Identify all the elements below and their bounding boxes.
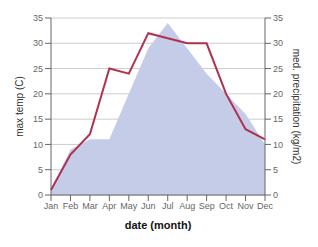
svg-text:Jul: Jul xyxy=(162,201,174,211)
svg-text:10: 10 xyxy=(273,140,283,150)
svg-text:20: 20 xyxy=(33,89,43,99)
svg-text:Jan: Jan xyxy=(44,201,59,211)
svg-text:Nov: Nov xyxy=(238,201,255,211)
svg-text:35: 35 xyxy=(273,13,283,23)
svg-text:Mar: Mar xyxy=(82,201,98,211)
svg-text:Apr: Apr xyxy=(102,201,116,211)
svg-text:Jun: Jun xyxy=(141,201,156,211)
svg-text:max temp (C): max temp (C) xyxy=(14,76,25,137)
svg-text:Sep: Sep xyxy=(199,201,215,211)
svg-text:5: 5 xyxy=(38,165,43,175)
svg-text:35: 35 xyxy=(33,13,43,23)
svg-text:20: 20 xyxy=(273,89,283,99)
svg-text:25: 25 xyxy=(33,64,43,74)
svg-text:Feb: Feb xyxy=(63,201,79,211)
svg-text:Oct: Oct xyxy=(219,201,234,211)
svg-text:med. precipitation (kg/m2): med. precipitation (kg/m2) xyxy=(291,49,302,165)
svg-text:25: 25 xyxy=(273,64,283,74)
svg-text:date (month): date (month) xyxy=(125,219,192,231)
svg-text:Aug: Aug xyxy=(179,201,195,211)
svg-text:0: 0 xyxy=(273,190,278,200)
svg-text:15: 15 xyxy=(273,114,283,124)
svg-text:15: 15 xyxy=(33,114,43,124)
svg-text:Dec: Dec xyxy=(257,201,274,211)
svg-text:30: 30 xyxy=(273,38,283,48)
svg-text:30: 30 xyxy=(33,38,43,48)
svg-text:May: May xyxy=(120,201,138,211)
svg-text:5: 5 xyxy=(273,165,278,175)
svg-text:0: 0 xyxy=(38,190,43,200)
svg-text:10: 10 xyxy=(33,140,43,150)
